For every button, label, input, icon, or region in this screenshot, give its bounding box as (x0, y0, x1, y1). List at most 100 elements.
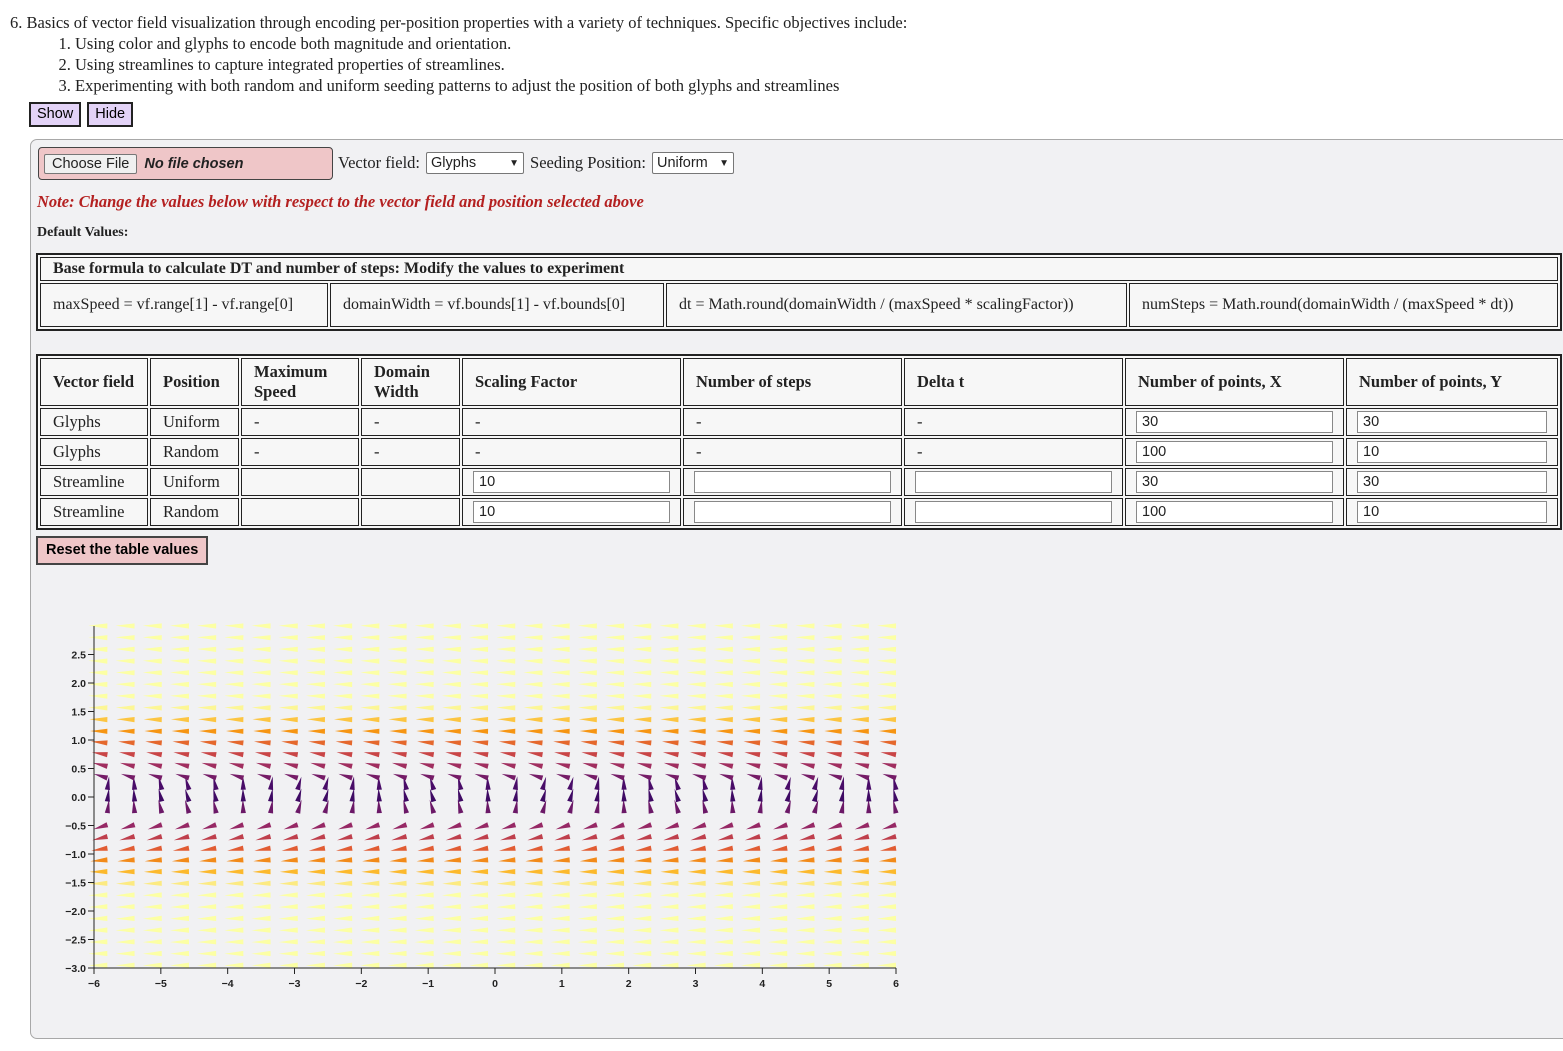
vector-glyph (278, 962, 298, 968)
vector-glyph (334, 728, 353, 734)
vector-glyph (594, 776, 600, 791)
reset-table-button[interactable]: Reset the table values (36, 536, 209, 565)
vector-glyph (797, 740, 815, 746)
vector-glyph (605, 623, 625, 629)
vector-glyph (523, 915, 543, 921)
vector-glyph (659, 950, 679, 957)
vector-glyph (500, 834, 516, 841)
vector-glyph (606, 728, 625, 734)
vector-glyph (224, 962, 244, 968)
vector-glyph (784, 799, 791, 814)
points-x-input[interactable]: 100 (1136, 441, 1333, 463)
vector-field-label: Vector field: (338, 153, 421, 172)
vector-glyph (170, 962, 189, 968)
vector-glyph (742, 869, 761, 875)
scaling-factor-input[interactable]: 10 (473, 501, 670, 523)
y-tick-label: 0.5 (71, 764, 86, 776)
vector-glyph (88, 950, 108, 957)
vector-glyph (387, 705, 407, 711)
points-x-cell: 30 (1125, 408, 1344, 436)
vector-glyph (853, 834, 870, 841)
vector-glyph (306, 880, 325, 886)
vector-glyph (306, 705, 325, 711)
vector-glyph (170, 693, 189, 699)
vector-glyph (550, 670, 570, 676)
x-tick-label: −6 (88, 978, 100, 990)
steps-input[interactable] (694, 471, 891, 493)
vector-glyph (119, 762, 136, 769)
points-y-input[interactable]: 10 (1357, 501, 1547, 523)
steps-input[interactable] (694, 501, 891, 523)
vector-glyph (741, 693, 761, 699)
vector-glyph (822, 904, 842, 910)
points-x-input[interactable]: 100 (1136, 501, 1333, 523)
vector-glyph (148, 773, 163, 781)
vector-glyph (305, 693, 325, 699)
points-y-input[interactable]: 10 (1357, 441, 1547, 463)
vector-glyph (659, 681, 679, 688)
vector-glyph (229, 773, 245, 781)
vector-glyph (256, 773, 272, 781)
vector-glyph (512, 799, 518, 814)
vector-glyph (880, 752, 897, 758)
seeding-position-select[interactable]: Uniform ▼ (651, 152, 734, 174)
vector-glyph (554, 834, 571, 841)
vector-glyph (295, 788, 302, 803)
vector-glyph (527, 834, 544, 841)
vector-glyph (605, 670, 625, 676)
show-button[interactable]: Show (29, 102, 82, 127)
vector-glyph (528, 822, 544, 830)
vector-glyph (414, 670, 434, 676)
hide-button[interactable]: Hide (87, 102, 134, 127)
vector-glyph (143, 717, 162, 723)
points-x-input[interactable]: 30 (1136, 411, 1333, 433)
vector-glyph (360, 670, 380, 676)
vector-glyph (632, 892, 652, 898)
vector-glyph (880, 834, 897, 841)
vector-glyph (305, 635, 325, 641)
file-picker[interactable]: Choose File No file chosen (38, 147, 333, 180)
vector-glyph (849, 681, 869, 688)
delta-t-input[interactable] (915, 501, 1112, 523)
vector-glyph (741, 635, 761, 641)
scaling-factor-input[interactable]: 10 (473, 471, 670, 493)
vector-glyph (333, 880, 353, 886)
x-tick-label: −2 (355, 978, 367, 990)
vector-glyph (496, 705, 516, 711)
vector-glyph (174, 762, 190, 769)
vector-glyph (581, 834, 598, 841)
vector-glyph (741, 892, 761, 898)
vector-glyph (88, 658, 108, 664)
vector-glyph (608, 834, 625, 841)
vector-glyph (773, 822, 788, 830)
vector-glyph (713, 962, 733, 968)
points-y-input[interactable]: 30 (1357, 471, 1547, 493)
vector-glyph (419, 822, 435, 830)
vector-glyph (429, 788, 437, 803)
vector-field-select[interactable]: Glyphs ▼ (426, 152, 525, 174)
delta-t-input[interactable] (915, 471, 1112, 493)
vector-glyph (659, 962, 679, 968)
vector-glyph (523, 962, 543, 968)
vector-glyph (115, 927, 135, 933)
vector-glyph (849, 904, 869, 910)
points-x-input[interactable]: 30 (1136, 471, 1333, 493)
vector-glyph (496, 681, 516, 688)
column-header: Scaling Factor (462, 358, 681, 406)
choose-file-button[interactable]: Choose File (44, 153, 138, 174)
vector-glyph (443, 857, 462, 863)
points-y-input[interactable]: 30 (1357, 411, 1547, 433)
vector-glyph (251, 892, 271, 898)
formula-cell: numSteps = Math.round(domainWidth / (max… (1129, 283, 1558, 327)
vector-glyph (741, 880, 761, 886)
vector-glyph (469, 670, 489, 676)
vector-glyph (116, 869, 135, 875)
column-header: Delta t (904, 358, 1123, 406)
vector-glyph (88, 705, 108, 711)
vector-glyph (663, 762, 679, 769)
vector-glyph (878, 857, 897, 863)
vector-glyph (170, 705, 189, 711)
vector-glyph (757, 799, 763, 814)
vector-glyph (88, 962, 108, 968)
steps-cell (683, 468, 902, 496)
